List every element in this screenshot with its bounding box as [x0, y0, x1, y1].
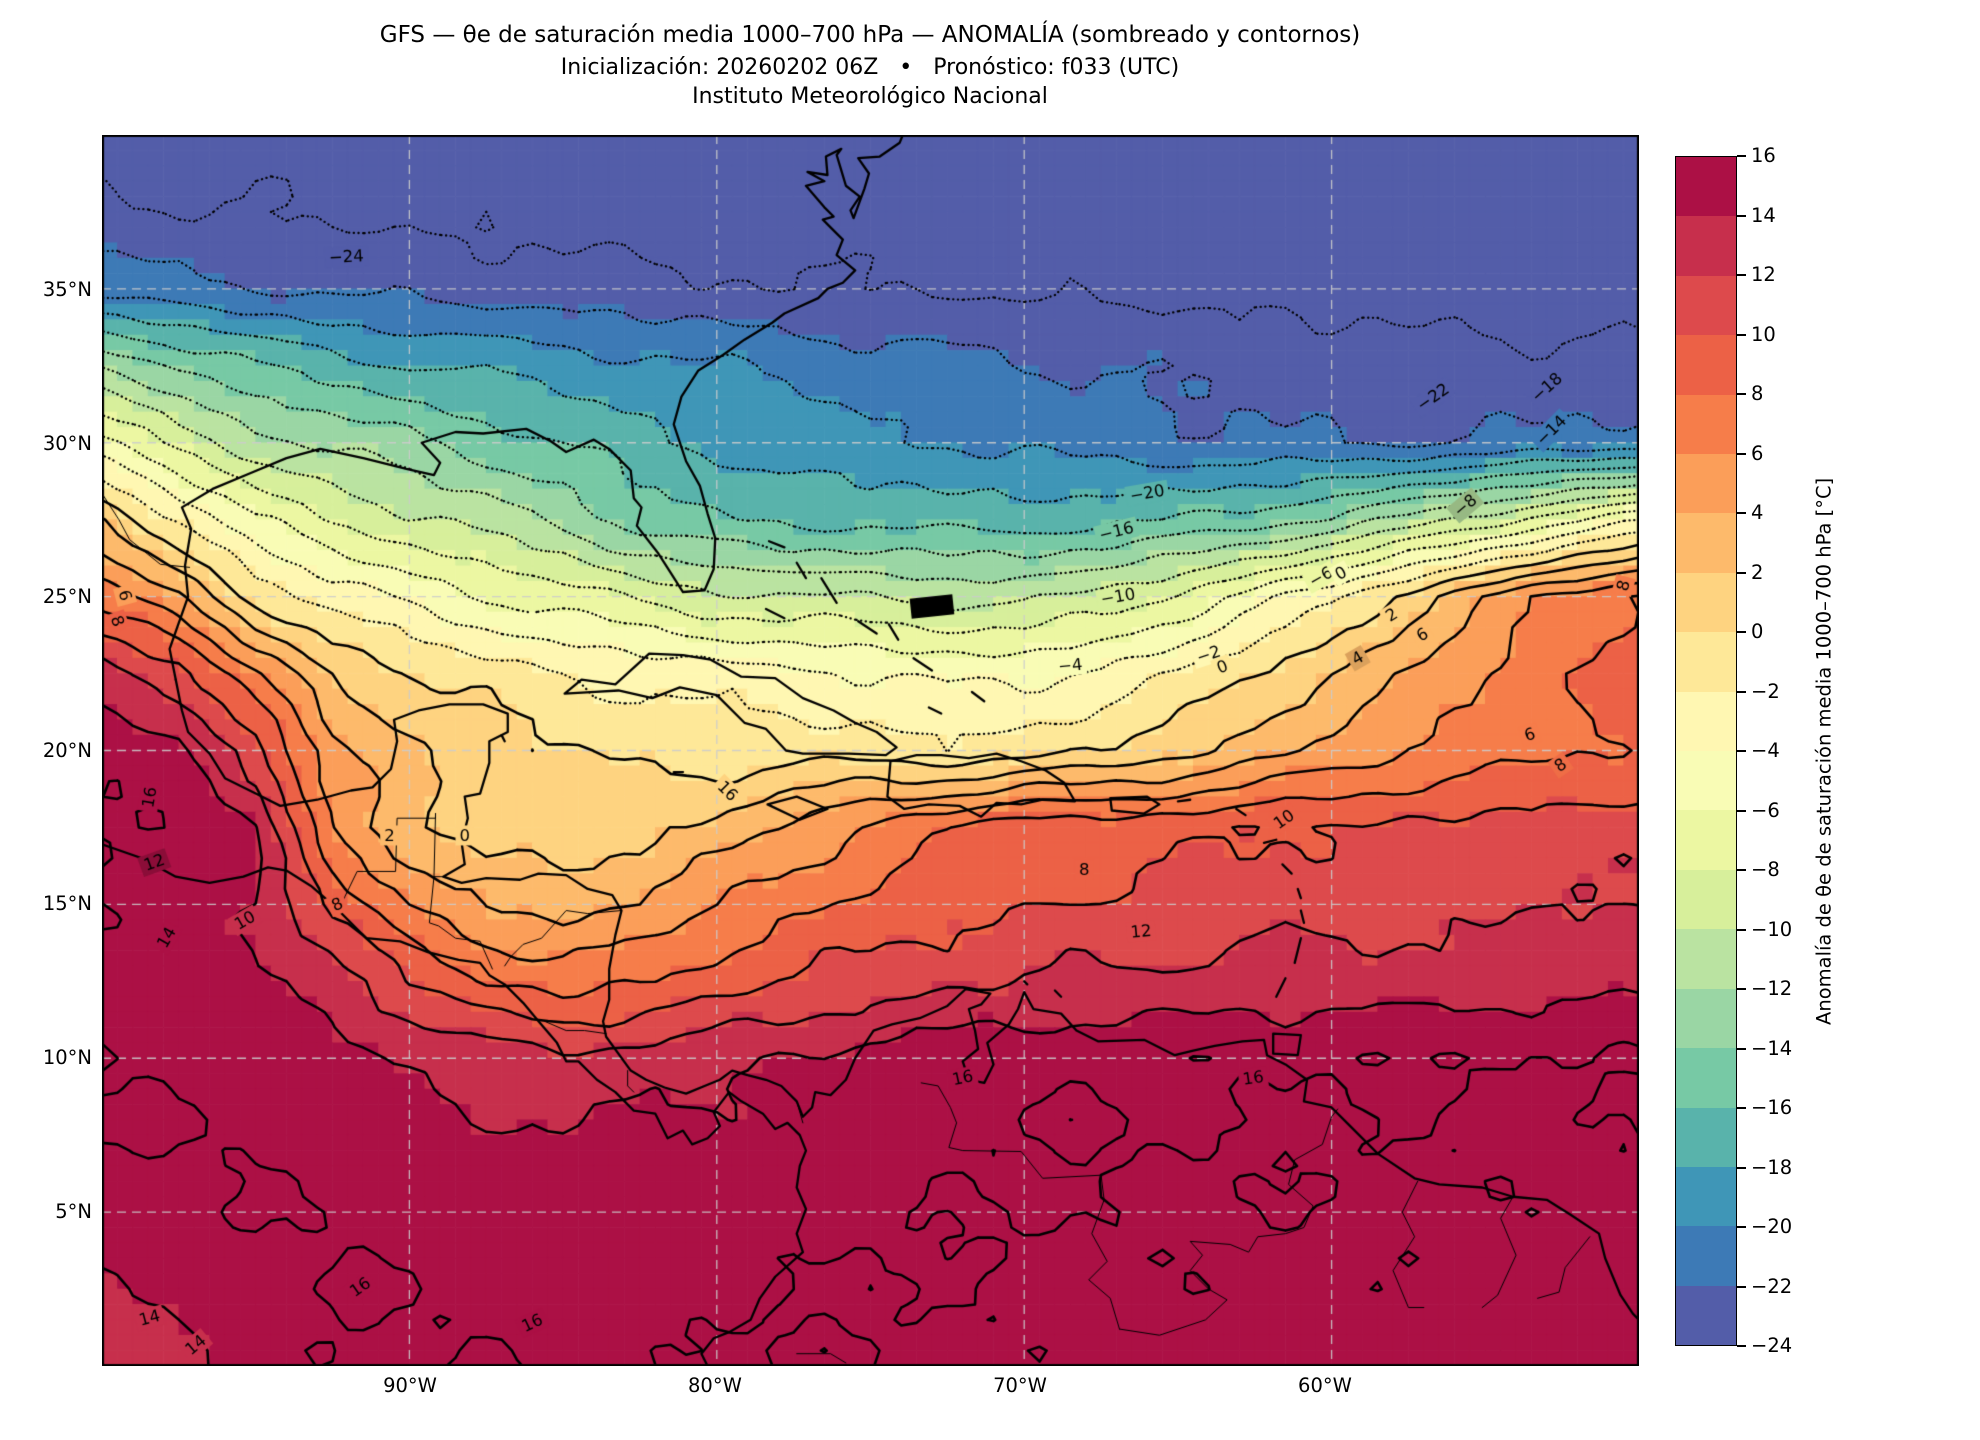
anomaly-map-canvas — [102, 135, 1639, 1366]
x-tick-label: 70°W — [993, 1374, 1047, 1397]
colorbar-tick-mark — [1737, 214, 1746, 217]
colorbar-tick-mark — [1737, 1107, 1746, 1109]
y-tick-label: 25°N — [42, 584, 92, 608]
x-tick-label: 90°W — [383, 1374, 437, 1397]
colorbar-tick-label: 2 — [1751, 560, 1764, 584]
colorbar-tick-mark — [1737, 452, 1746, 455]
subtitle-institution: Instituto Meteorológico Nacional — [692, 84, 1048, 109]
colorbar-tick-mark — [1737, 571, 1746, 574]
colorbar-tick-label: −24 — [1751, 1334, 1793, 1357]
y-tick-label: 10°N — [42, 1046, 92, 1069]
colorbar-tick-mark — [1737, 869, 1746, 871]
colorbar-tick-mark — [1737, 274, 1746, 276]
colorbar-tick-label: 16 — [1751, 144, 1776, 167]
map-area — [102, 135, 1639, 1366]
colorbar-tick-mark — [1737, 1285, 1746, 1288]
colorbar-band — [1676, 751, 1736, 811]
colorbar-tick-mark — [1737, 988, 1746, 990]
colorbar-tick-label: 12 — [1751, 263, 1776, 286]
colorbar-band — [1676, 454, 1736, 514]
colorbar-band — [1676, 810, 1736, 870]
y-tick-label: 30°N — [42, 431, 92, 455]
colorbar-tick-label: −18 — [1751, 1155, 1793, 1179]
colorbar-tick-mark — [1737, 750, 1746, 752]
colorbar-band — [1676, 1285, 1736, 1346]
colorbar-tick-label: 6 — [1751, 441, 1764, 465]
x-tick-label: 60°W — [1298, 1374, 1352, 1397]
colorbar-tick-mark — [1737, 1345, 1746, 1347]
colorbar-tick-mark — [1737, 1166, 1746, 1169]
colorbar-tick-mark — [1737, 1226, 1746, 1228]
colorbar-tick-label: 4 — [1751, 501, 1764, 524]
colorbar-tick-label: −6 — [1751, 798, 1780, 822]
colorbar-tick-label: 8 — [1751, 382, 1764, 405]
colorbar-label: Anomalía de θe de saturación media 1000–… — [1812, 477, 1836, 1025]
colorbar-tick-label: −10 — [1751, 917, 1793, 941]
colorbar-tick-label: −14 — [1751, 1036, 1793, 1060]
colorbar-tick-label: −8 — [1751, 858, 1780, 881]
colorbar-tick-mark — [1737, 928, 1746, 931]
subtitle-init-forecast: Inicialización: 20260202 06Z • Pronóstic… — [560, 55, 1180, 80]
colorbar-tick-label: 0 — [1751, 620, 1764, 643]
colorbar-band — [1676, 335, 1736, 395]
page-title: GFS — θe de saturación media 1000–700 hP… — [379, 22, 1361, 48]
colorbar-tick-mark — [1737, 631, 1746, 633]
colorbar-band — [1676, 929, 1736, 989]
colorbar-band — [1676, 869, 1736, 930]
colorbar-band — [1676, 394, 1736, 455]
colorbar-tick-label: −22 — [1751, 1274, 1793, 1298]
colorbar-band — [1676, 572, 1736, 633]
colorbar-tick-mark — [1737, 690, 1746, 693]
colorbar-tick-mark — [1737, 393, 1746, 395]
y-tick-label: 15°N — [42, 892, 92, 915]
colorbar-tick-mark — [1737, 809, 1746, 812]
colorbar-tick-mark — [1737, 155, 1746, 157]
colorbar-band — [1676, 513, 1736, 573]
colorbar-tick-label: −16 — [1751, 1096, 1793, 1119]
colorbar-band — [1676, 632, 1736, 692]
colorbar-tick-mark — [1737, 512, 1746, 514]
y-tick-label: 35°N — [42, 277, 92, 301]
colorbar-band — [1676, 988, 1736, 1049]
colorbar-tick-mark — [1737, 333, 1746, 336]
x-tick-label: 80°W — [688, 1374, 742, 1397]
colorbar-band — [1676, 1048, 1736, 1108]
colorbar — [1675, 156, 1737, 1346]
y-tick-label: 5°N — [55, 1200, 92, 1223]
colorbar-band — [1676, 216, 1736, 276]
colorbar-band — [1676, 1226, 1736, 1286]
y-tick-label: 20°N — [42, 738, 92, 762]
colorbar-tick-label: 14 — [1751, 203, 1776, 227]
colorbar-band — [1676, 275, 1736, 336]
colorbar-tick-label: 10 — [1751, 322, 1776, 346]
colorbar-tick-label: −4 — [1751, 739, 1780, 762]
colorbar-tick-label: −20 — [1751, 1215, 1793, 1238]
colorbar-tick-label: −12 — [1751, 977, 1793, 1000]
colorbar-tick-mark — [1737, 1047, 1746, 1050]
colorbar-band — [1676, 691, 1736, 752]
colorbar-tick-label: −2 — [1751, 679, 1780, 703]
colorbar-band — [1676, 157, 1736, 217]
colorbar-band — [1676, 1107, 1736, 1167]
colorbar-band — [1676, 1166, 1736, 1227]
